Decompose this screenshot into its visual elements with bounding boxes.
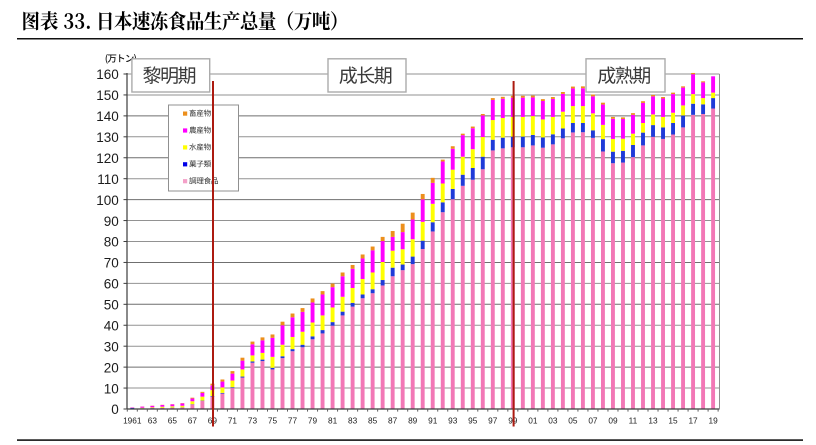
svg-text:71: 71 <box>228 416 238 426</box>
svg-text:50: 50 <box>104 298 119 313</box>
svg-text:150: 150 <box>96 88 119 103</box>
svg-text:120: 120 <box>96 151 119 166</box>
svg-text:19: 19 <box>708 416 718 426</box>
svg-text:160: 160 <box>96 67 119 82</box>
svg-text:60: 60 <box>104 277 119 292</box>
svg-text:87: 87 <box>388 416 398 426</box>
svg-text:01: 01 <box>528 416 538 426</box>
svg-text:93: 93 <box>448 416 458 426</box>
svg-text:75: 75 <box>268 416 278 426</box>
svg-text:10: 10 <box>104 381 119 396</box>
svg-text:77: 77 <box>288 416 298 426</box>
svg-text:30: 30 <box>104 339 119 354</box>
svg-text:110: 110 <box>97 172 119 187</box>
svg-text:17: 17 <box>688 416 698 426</box>
svg-text:97: 97 <box>488 416 498 426</box>
svg-text:03: 03 <box>548 416 558 426</box>
svg-text:05: 05 <box>568 416 578 426</box>
svg-text:70: 70 <box>104 256 119 271</box>
svg-text:13: 13 <box>648 416 658 426</box>
svg-text:81: 81 <box>328 416 338 426</box>
svg-text:1961: 1961 <box>123 416 142 426</box>
svg-text:89: 89 <box>408 416 418 426</box>
svg-text:63: 63 <box>148 416 158 426</box>
svg-text:80: 80 <box>104 235 119 250</box>
svg-text:79: 79 <box>308 416 318 426</box>
svg-text:73: 73 <box>248 416 258 426</box>
svg-text:09: 09 <box>608 416 618 426</box>
svg-text:11: 11 <box>629 416 638 426</box>
svg-text:0: 0 <box>111 402 119 417</box>
svg-text:95: 95 <box>468 416 478 426</box>
svg-text:07: 07 <box>588 416 598 426</box>
svg-text:85: 85 <box>368 416 378 426</box>
svg-text:65: 65 <box>168 416 178 426</box>
svg-text:100: 100 <box>96 193 119 208</box>
svg-text:83: 83 <box>348 416 358 426</box>
svg-text:140: 140 <box>96 109 119 124</box>
svg-text:15: 15 <box>668 416 678 426</box>
svg-text:20: 20 <box>104 360 119 375</box>
svg-text:130: 130 <box>96 130 119 145</box>
svg-text:90: 90 <box>104 214 119 229</box>
svg-text:67: 67 <box>188 416 198 426</box>
svg-text:40: 40 <box>104 318 119 333</box>
svg-text:91: 91 <box>428 416 438 426</box>
